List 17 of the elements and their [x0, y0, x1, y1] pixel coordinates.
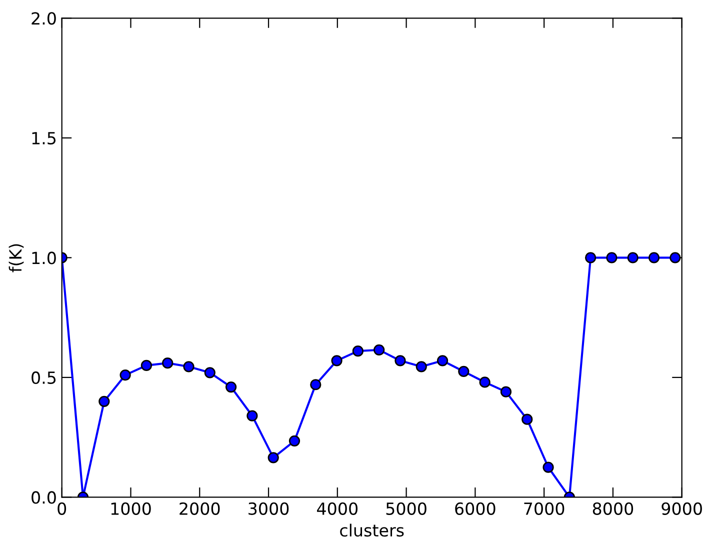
y-tick-label: 1.0: [32, 252, 56, 264]
x-tick-label: 1000: [111, 502, 151, 515]
y-tick-label: 0.0: [32, 491, 56, 504]
x-tick-label: 6000: [455, 502, 496, 515]
x-tick-label: 9000: [662, 502, 702, 515]
y-axis-title: f(K): [8, 244, 24, 272]
x-tick-label: 4000: [317, 502, 358, 515]
x-tick-label: 5000: [386, 502, 426, 515]
x-tick-label: 8000: [592, 502, 634, 515]
y-tick-label: 1.5: [32, 132, 56, 144]
y-tick-label: 2.0: [32, 12, 56, 25]
x-tick-label: 7000: [524, 502, 564, 515]
x-tick-label: 2000: [180, 502, 220, 515]
y-tick-label: 0.5: [32, 371, 56, 384]
x-axis-title: clusters: [340, 524, 404, 537]
x-tick-label: 3000: [248, 502, 289, 515]
x-tick-label: 0: [58, 502, 66, 515]
